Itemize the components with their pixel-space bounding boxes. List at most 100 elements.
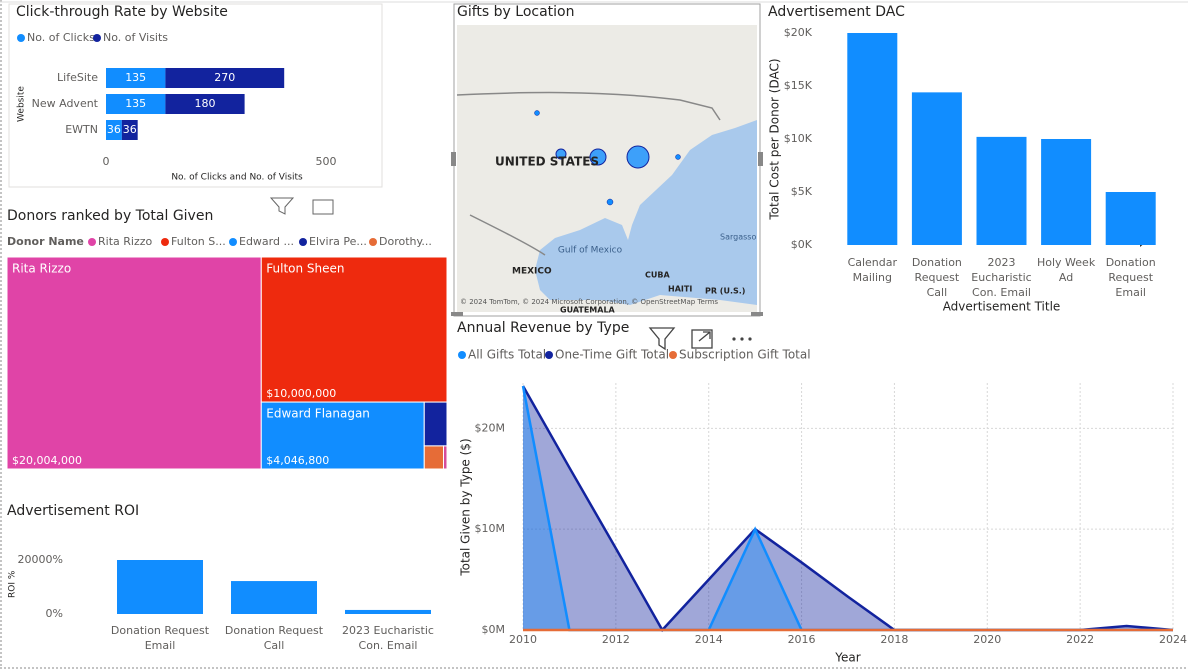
map-label: CUBA [645, 271, 670, 280]
legend-label: No. of Clicks [27, 31, 95, 44]
x-tick-label: Donation Request Call [225, 624, 324, 652]
treemap-tile[interactable] [260, 256, 448, 403]
legend-marker [458, 351, 466, 359]
data-label: 135 [125, 71, 146, 84]
x-tick-label: 2016 [788, 633, 816, 646]
focus-icon[interactable] [691, 329, 713, 349]
visual-frame [8, 3, 383, 188]
map-border [469, 214, 546, 256]
y-axis-title: Website [17, 86, 27, 122]
bar[interactable] [117, 560, 203, 614]
bar-segment[interactable] [106, 120, 122, 140]
data-label: 135 [125, 97, 146, 110]
data-label: $20,004,000 [12, 454, 82, 467]
x-tick-label: 500 [316, 155, 337, 168]
tile-label: Rita Rizzo [12, 262, 71, 276]
y-axis-title: ROI % [8, 570, 18, 598]
map-bubble[interactable] [534, 110, 540, 116]
treemap-tile[interactable] [423, 445, 444, 470]
treemap-tile[interactable] [423, 401, 448, 447]
x-tick-label: 2022 [1066, 633, 1094, 646]
bar[interactable] [847, 33, 898, 245]
bar[interactable] [231, 581, 317, 614]
resize-handle[interactable] [451, 152, 456, 166]
more-icon[interactable] [740, 337, 744, 341]
filter-icon[interactable] [269, 197, 295, 215]
map-label: HAITI [668, 285, 692, 294]
more-icon[interactable] [748, 337, 752, 341]
treemap-tile[interactable] [442, 445, 448, 470]
map-visual[interactable]: Gifts by Location UNITED STATES Gulf of … [451, 3, 763, 317]
x-tick-label: 2020 [973, 633, 1001, 646]
tile-label: Edward Flanagan [266, 407, 370, 421]
map-label: MEXICO [512, 267, 552, 277]
legend-label: Subscription Gift Total [679, 348, 811, 362]
y-tick-label: LifeSite [57, 71, 98, 84]
bar-segment[interactable] [106, 68, 166, 88]
focus-icon [698, 331, 711, 342]
map-label: Gulf of Mexico [558, 246, 623, 256]
y-tick-label: EWTN [65, 123, 98, 136]
map-bubble[interactable] [589, 148, 607, 166]
y-tick-label: $20K [784, 26, 813, 39]
legend-marker [88, 238, 96, 246]
x-axis-title: Advertisement Title [943, 300, 1061, 314]
bar-segment[interactable] [165, 94, 245, 114]
y-axis-title: Total Given by Type ($) [459, 438, 473, 576]
focus-icon[interactable] [312, 199, 334, 215]
bar[interactable] [911, 92, 962, 245]
chart-title: Donors ranked by Total Given [7, 208, 213, 224]
map-bubble[interactable] [555, 148, 567, 160]
x-tick-label: 2010 [509, 633, 537, 646]
more-icon[interactable] [732, 337, 736, 341]
bar[interactable] [976, 136, 1027, 245]
resize-handle[interactable] [758, 152, 763, 166]
y-tick-label: $20M [475, 421, 506, 434]
legend-marker [669, 351, 677, 359]
treemap-tile[interactable] [260, 401, 425, 470]
bar-segment[interactable] [165, 68, 285, 88]
resize-handle[interactable] [751, 312, 763, 316]
x-tick-label: 2012 [602, 633, 630, 646]
bar[interactable] [345, 609, 431, 614]
bar-segment[interactable] [106, 94, 166, 114]
x-tick-label: 2018 [880, 633, 908, 646]
map-bubble[interactable] [675, 154, 681, 160]
x-tick-label: 0 [103, 155, 110, 168]
y-tick-label: $5K [791, 185, 813, 198]
legend-marker [229, 238, 237, 246]
bar-segment[interactable] [121, 120, 138, 140]
resize-handle[interactable] [451, 312, 463, 316]
y-tick-label: $0K [791, 238, 813, 251]
legend-marker [17, 34, 25, 42]
data-label: 180 [195, 97, 216, 110]
filter-icon[interactable] [648, 327, 676, 351]
map-bubble[interactable] [606, 198, 614, 206]
legend-label: One-Time Gift Total [555, 348, 669, 362]
map-label: Sargasso [720, 233, 756, 242]
bar[interactable] [1041, 139, 1092, 245]
treemap-tile[interactable] [6, 256, 262, 470]
map-bubble[interactable] [626, 145, 650, 169]
y-tick-label: New Advent [32, 97, 99, 110]
chart-title: Click-through Rate by Website [16, 4, 228, 20]
x-tick-label: Donation Request Email [111, 624, 210, 652]
map-border [456, 91, 721, 121]
y-tick-label: $10K [784, 132, 813, 145]
map-title: Gifts by Location [457, 4, 575, 20]
legend-label: Rita Rizzo [98, 235, 152, 248]
legend-label: Fulton S... [171, 235, 226, 248]
legend-marker [93, 34, 101, 42]
data-label: 270 [214, 71, 235, 84]
y-tick-label: $15K [784, 79, 813, 92]
map-land [457, 25, 757, 312]
map-attribution: © 2024 TomTom, © 2024 Microsoft Corporat… [460, 298, 718, 306]
data-label: $4,046,800 [266, 454, 329, 467]
x-tick-label: Donation Request Call [912, 256, 962, 299]
data-label: 36 [107, 123, 121, 136]
chart-title: Advertisement DAC [768, 4, 905, 20]
bar[interactable] [1105, 192, 1156, 245]
x-tick-label: 2014 [695, 633, 723, 646]
legend-marker [299, 238, 307, 246]
y-tick-label: $0M [482, 623, 506, 636]
